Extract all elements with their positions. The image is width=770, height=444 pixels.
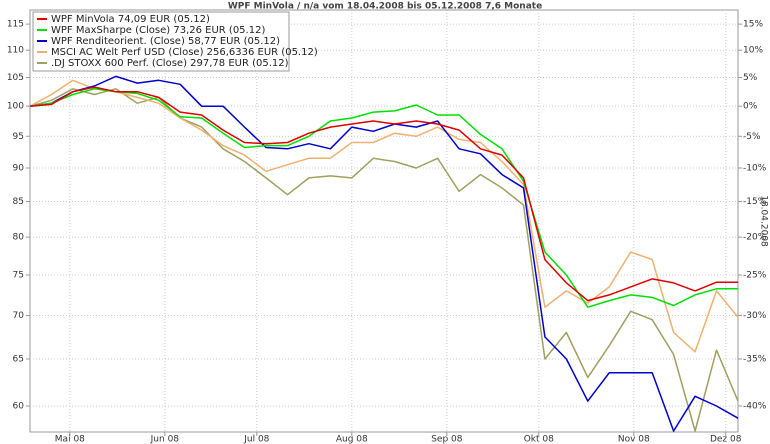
legend-label: WPF Renditeorient. (Close) 58,77 EUR (05… (51, 36, 280, 47)
plot-frame (29, 9, 739, 433)
y-tick-label: 115 (7, 20, 24, 30)
x-tick-label: Sep 08 (431, 435, 463, 444)
series-line (29, 86, 738, 302)
y2-tick-label: -5% (743, 132, 761, 142)
chart-title: WPF MinVola / n/a vom 18.04.2008 bis 05.… (228, 2, 542, 12)
x-tick-label: Jul 08 (243, 435, 269, 444)
y-tick-label: 65 (13, 355, 24, 365)
legend-label: WPF MinVola 74,09 EUR (05.12) (51, 14, 210, 25)
y-tick-label: 100 (7, 102, 24, 112)
y2-tick-label: 0% (743, 102, 758, 112)
x-tick-label: Nov 08 (618, 435, 650, 444)
y-tick-label: 70 (13, 311, 25, 321)
series-line (29, 88, 738, 308)
legend-label: WPF MaxSharpe (Close) 73,26 EUR (05.12) (51, 25, 265, 36)
legend-label: MSCI AC Welt Perf USD (Close) 256,6336 E… (51, 47, 318, 58)
y2-tick-label: -10% (743, 164, 767, 174)
y2-tick-label: -30% (743, 311, 767, 321)
y2-tick-label: -25% (743, 271, 767, 281)
y-tick-label: 90 (13, 164, 25, 174)
y-tick-label: 80 (13, 233, 25, 243)
y-tick-label: 60 (13, 401, 25, 411)
x-tick-label: Jun 08 (150, 435, 180, 444)
series-line (29, 79, 739, 353)
y2-tick-label: 15% (743, 20, 763, 30)
series-line (29, 75, 739, 432)
y2-tick-label: -35% (743, 355, 767, 365)
y-tick-label: 75 (13, 271, 24, 281)
legend-box (32, 11, 290, 72)
x-tick-label: Mai 08 (55, 435, 85, 444)
y2-tick-label: 5% (743, 73, 758, 83)
legend-label: .DJ STOXX 600 Perf. (Close) 297,78 EUR (… (51, 58, 289, 69)
y2-tick-label: -15% (743, 197, 767, 207)
y-tick-label: 85 (13, 197, 24, 207)
y-tick-label: 105 (7, 73, 24, 83)
y2-tick-label: -20% (743, 233, 767, 243)
y2-axis-label: 18.04.2008 (759, 195, 769, 247)
legend: WPF MinVola 74,09 EUR (05.12)WPF MaxShar… (32, 11, 318, 72)
y-tick-label: 110 (7, 46, 24, 56)
y2-tick-label: -40% (743, 401, 767, 411)
x-tick-label: Okt 08 (524, 435, 554, 444)
y-tick-label: 95 (13, 132, 24, 142)
y2-tick-label: 10% (743, 46, 763, 56)
x-tick-label: Dez 08 (710, 435, 742, 444)
x-tick-label: Aug 08 (336, 435, 368, 444)
